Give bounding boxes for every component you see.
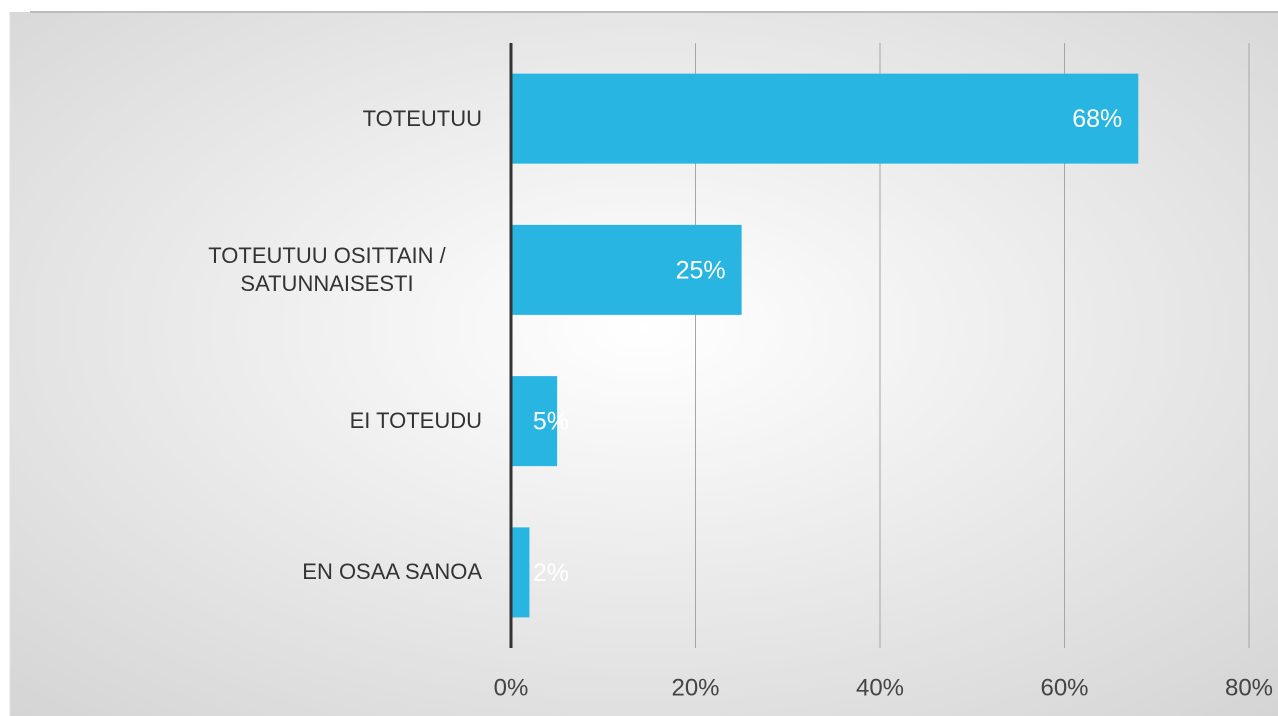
x-tick-label: 0% [494, 674, 529, 701]
data-label: 5% [533, 408, 569, 436]
y-tick-label: TOTEUTUU [362, 105, 482, 131]
bar [511, 376, 558, 467]
x-tick-label: 20% [671, 674, 719, 701]
bar [511, 73, 1139, 164]
data-label: 25% [676, 256, 726, 284]
y-tick-label: TOTEUTUU OSITTAIN / SATUNNAISESTI [208, 242, 446, 296]
bar [511, 224, 742, 315]
bar [511, 527, 530, 618]
data-label: 68% [1072, 105, 1122, 133]
data-label: 2% [533, 559, 569, 587]
x-tick-label: 40% [856, 674, 904, 701]
x-tick-label: 80% [1225, 674, 1273, 701]
y-tick-label: EI TOTEUDU [349, 408, 482, 434]
y-tick-label: EN OSAA SANOA [302, 559, 482, 585]
x-tick-label: 60% [1040, 674, 1088, 701]
